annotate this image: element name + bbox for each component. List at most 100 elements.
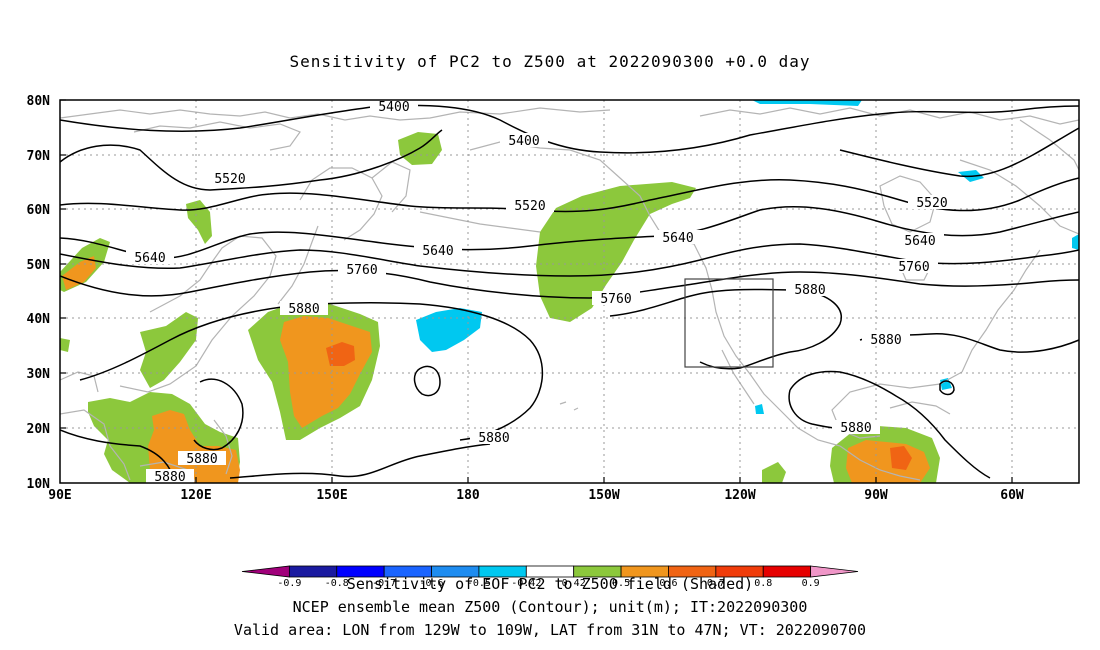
colorbar-tick-label: 0.9 [802,578,820,589]
colorbar-segment [241,565,290,578]
contour-5880-main [79,301,544,441]
contour-label: 5880 [154,470,185,485]
shade-cyan-arctic [752,100,862,106]
shade-green-mexico [762,462,786,483]
lon-label: 150E [316,488,347,503]
lon-label: 60W [1000,488,1024,503]
lat-label: 30N [27,367,51,382]
coast-arctic-asia [60,107,611,121]
contour-5400 [60,104,1079,154]
contour-label: 5880 [288,302,319,317]
colorbar-segment [810,565,859,578]
coast-aleutians [419,211,541,233]
colorbar-ticks: -0.9 -0.8 -0.7 -0.6 -0.5 -0.42 0.42 0.5 0.6 0.7 0.… [277,578,819,589]
contour-5880-small-east [939,380,955,396]
shade-cyan-pacific [416,308,482,352]
colorbar-tick-label: -0.6 [419,578,443,589]
shaded-positive-high [326,342,912,470]
lon-label: 120E [180,488,211,503]
colorbar-tick-label: 0.6 [659,578,677,589]
coast-greenland [1019,119,1079,171]
coast-hawaii [559,401,579,411]
contour-label: 5760 [898,260,929,275]
lon-label: 120W [724,488,755,503]
coast-hudson [879,175,937,233]
colorbar-tick-label: 0.5 [612,578,630,589]
colorbar-tick-label: -0.9 [277,578,301,589]
colorbar [241,565,859,578]
contour-5880-closed-cn [193,378,244,451]
coast-kamchatka [371,161,411,213]
coast-china [119,235,277,393]
coast-philippines [213,419,233,475]
shade-darkorange-japan [326,342,355,366]
colorbar-segment [288,565,338,578]
footer-line-2: NCEP ensemble mean Z500 (Contour); unit(… [293,598,808,616]
shade-darkorange-caribbean [890,446,912,470]
lon-label: 90W [864,488,888,503]
map-title: Sensitivity of PC2 to Z500 at 2022090300… [289,52,810,71]
contour-label: 5880 [478,431,509,446]
contour-label: 5520 [916,196,947,211]
lat-label: 80N [27,94,51,109]
coast-us-east [961,249,1041,373]
shade-orange-japan [280,316,372,428]
shade-green-india-small [60,338,70,352]
colorbar-tick-label: -0.8 [325,578,349,589]
footer-line-3: Valid area: LON from 129W to 109W, LAT f… [234,621,866,639]
contour-5880-pacific-small [413,365,441,397]
shade-green-china-north [186,200,212,244]
coast-central-america [839,445,921,481]
contour-5400-closed [60,129,443,191]
contour-5880-southwest [60,429,177,483]
contour-5760-upper [60,243,1079,277]
contour-label: 5520 [214,172,245,187]
shade-green-china-east [140,312,198,388]
lat-label: 10N [27,477,51,492]
lat-label: 40N [27,312,51,327]
shade-orange-caribbean [846,440,930,483]
coast-indochina [60,409,131,481]
colorbar-tick-label: 0.7 [707,578,725,589]
shade-orange-india [62,256,96,290]
lat-label: 70N [27,149,51,164]
coast-cuba [889,401,951,415]
contour-5880-southpac [229,443,491,479]
lat-axis [60,99,66,429]
contour-label: 5760 [600,292,631,307]
contour-label: 5640 [662,231,693,246]
contour-label: 5640 [904,234,935,249]
valid-area-box [684,278,774,368]
map-border [59,99,1080,484]
coast-india [60,371,99,393]
lat-label: 20N [27,422,51,437]
shade-cyan-baja [755,404,764,414]
contour-5880-east [609,288,842,370]
lon-label: 180 [456,488,480,503]
contour-label: 5880 [794,283,825,298]
contour-label: 5640 [134,251,165,266]
contour-label: 5640 [422,244,453,259]
shade-green-pacific-east [536,182,696,322]
contour-label: 5520 [514,199,545,214]
coast-russia-inner [133,121,301,151]
colorbar-tick-label: 0.8 [754,578,772,589]
colorbar-segment [762,565,812,578]
colorbar-tick-label: -0.5 [467,578,491,589]
contour-label: 5880 [870,333,901,348]
contour-label: 5400 [378,100,409,115]
contour-label-group: 5400 5400 5520 5520 5520 5640 5640 5640 … [126,99,956,485]
coast-japan [277,225,319,305]
contour-label: 5880 [840,421,871,436]
lat-label: 50N [27,258,51,273]
shade-cyan-atlantic [1072,234,1079,250]
colorbar-tick-label: -0.42 [511,578,541,589]
contour-5520-upper [839,127,1079,178]
coast-na-west [693,243,841,447]
lon-label: 150W [588,488,619,503]
footer-line-1: Sensitivity of EOF PC2 to Z500 field (Sh… [347,575,753,593]
coast-gulf [831,371,963,439]
colorbar-tick-label: 0.42 [562,578,586,589]
contour-label: 5760 [346,263,377,278]
grid [60,100,1079,483]
